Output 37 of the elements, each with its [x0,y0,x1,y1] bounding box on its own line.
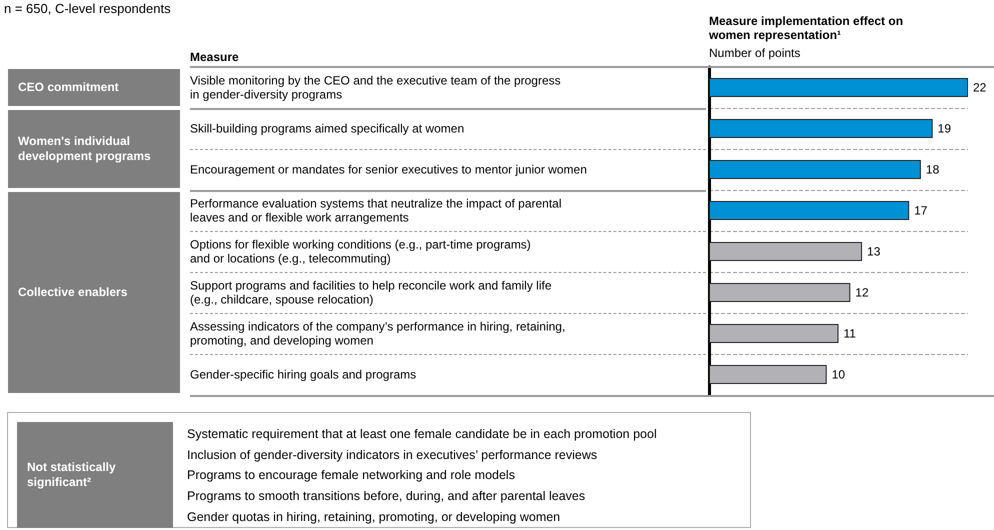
y-tick-label: Support programs and facilities to help reconcile work and family life (e.g., childcare, spouse relocation) [190,278,552,306]
y-tick-label: Skill-building programs aimed specifically at women [190,122,464,136]
data-label: 18 [926,162,940,176]
text: Programs to encourage female networking and role models [187,468,515,482]
bar [709,201,910,220]
data-label: 11 [844,326,856,340]
y-tick-label: Visible monitoring by the CEO and the executive team of the progress in gender-diversity programs [190,74,561,102]
text: Not statistically significant² [17,422,173,528]
y-tick-label: Assessing indicators of the company’s performance in hiring, retaining, promoting, and developing women [190,320,566,348]
data-label: 19 [938,122,952,136]
bar [709,78,968,97]
data-label: 17 [914,204,928,218]
text: CEO commitment [8,69,180,106]
text: Systematic requirement that at least one female candidate be in each promotion pool [187,427,657,441]
text: Collective enablers [8,192,180,393]
data-label: 12 [855,286,869,300]
text: n = 650, C-level respondents [4,1,171,16]
bar [709,242,862,261]
chart-subtitle: Number of points [709,46,800,60]
y-tick-label: Encouragement or mandates for senior executives to mentor junior women [190,162,587,176]
data-label: 22 [973,80,987,94]
bar [709,283,850,302]
text: Gender quotas in hiring, retaining, promoting, or developing women [187,510,560,524]
y-tick-label: Options for flexible working conditions (e.g., part-time programs) and or locations (e.g., telecommuting) [190,238,531,266]
y-tick-label: Performance evaluation systems that neutralize the impact of parental leaves and or flexible work arrangements [190,196,562,224]
y-axis-title: Measure [190,50,239,64]
data-label: 10 [832,368,846,382]
chart-title: Measure implementation effect on women representation¹ [709,14,904,42]
data-label: 13 [867,244,881,258]
bar [709,119,933,138]
y-tick-label: Gender-specific hiring goals and programs [190,368,416,382]
text: Programs to smooth transitions before, during, and after parental leaves [187,489,586,504]
bar [709,160,921,179]
text: Inclusion of gender-diversity indicators in executives’ performance reviews [187,448,598,462]
bar [709,365,827,384]
bar [709,324,838,343]
text: Women's individual development programs [8,110,180,188]
